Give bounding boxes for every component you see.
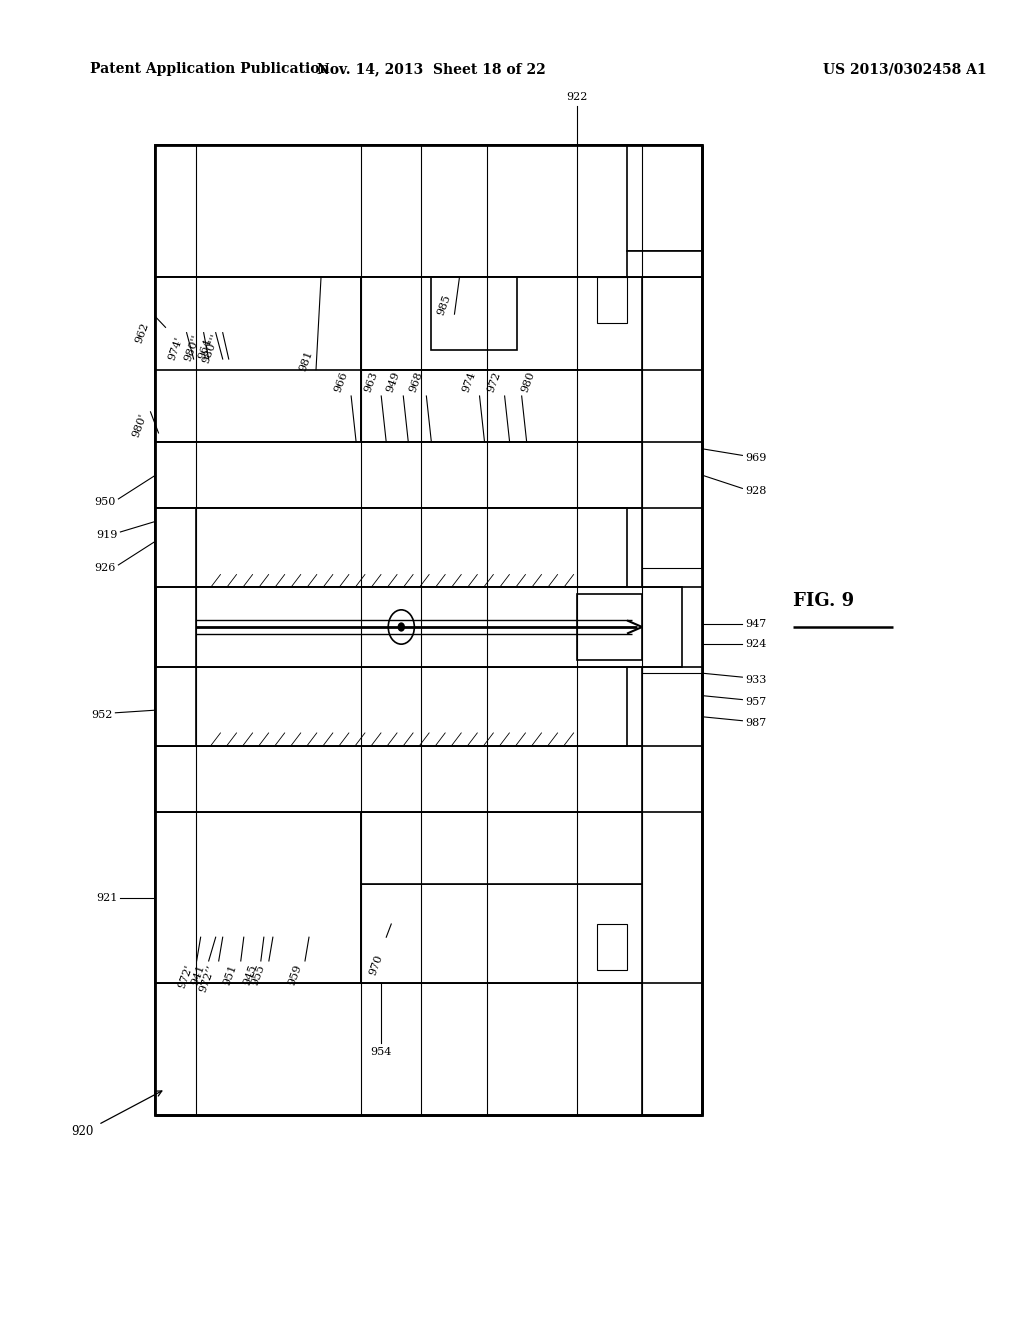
Text: 974: 974 xyxy=(461,370,477,393)
Text: 969: 969 xyxy=(745,453,767,463)
Text: 980''': 980''' xyxy=(201,333,221,364)
Text: 926: 926 xyxy=(94,562,116,573)
Text: 954: 954 xyxy=(371,1047,392,1057)
Text: 974': 974' xyxy=(167,335,184,362)
Bar xyxy=(156,145,702,277)
Bar xyxy=(431,277,517,350)
Bar xyxy=(361,812,642,884)
Bar xyxy=(642,277,702,1115)
Bar xyxy=(642,568,702,673)
Text: 968: 968 xyxy=(408,370,424,393)
Bar xyxy=(156,442,642,508)
Text: 955: 955 xyxy=(250,964,267,987)
Text: 947: 947 xyxy=(745,619,767,630)
Text: 928: 928 xyxy=(745,486,767,496)
Bar xyxy=(361,884,642,983)
Text: 951: 951 xyxy=(222,964,239,987)
Text: 966: 966 xyxy=(333,370,349,393)
Text: 920: 920 xyxy=(71,1125,93,1138)
Text: 941: 941 xyxy=(190,964,207,987)
Bar xyxy=(156,508,421,587)
Bar xyxy=(196,587,682,667)
Bar xyxy=(156,277,361,442)
Text: Patent Application Publication: Patent Application Publication xyxy=(90,62,330,77)
Text: 949: 949 xyxy=(385,370,401,393)
Bar xyxy=(156,983,702,1115)
Bar xyxy=(597,924,627,970)
Bar xyxy=(577,594,642,660)
Bar xyxy=(361,370,642,442)
Text: 962: 962 xyxy=(134,321,151,345)
Bar xyxy=(156,812,361,983)
Text: 980': 980' xyxy=(131,412,148,438)
Text: 921: 921 xyxy=(96,892,118,903)
Bar xyxy=(627,251,702,277)
Text: 952: 952 xyxy=(91,710,113,721)
Text: 972’’: 972’’ xyxy=(198,964,217,994)
Text: US 2013/0302458 A1: US 2013/0302458 A1 xyxy=(822,62,986,77)
Text: 980'': 980'' xyxy=(183,334,202,363)
Text: 970: 970 xyxy=(368,953,384,977)
Text: 957: 957 xyxy=(745,697,767,708)
Bar xyxy=(156,667,421,746)
Text: 924: 924 xyxy=(745,639,767,649)
Bar xyxy=(196,508,627,587)
Text: 964: 964 xyxy=(197,337,214,360)
Text: 972: 972 xyxy=(486,370,503,393)
Text: 945: 945 xyxy=(242,964,259,987)
Bar xyxy=(627,145,702,251)
Text: 985: 985 xyxy=(436,293,453,317)
Text: 972': 972' xyxy=(177,964,195,990)
Text: Nov. 14, 2013  Sheet 18 of 22: Nov. 14, 2013 Sheet 18 of 22 xyxy=(317,62,546,77)
Text: 933: 933 xyxy=(745,675,767,685)
Text: 963: 963 xyxy=(362,370,379,393)
Bar xyxy=(597,277,627,323)
Text: 987: 987 xyxy=(745,718,767,729)
Text: FIG. 9: FIG. 9 xyxy=(793,591,854,610)
Text: 922: 922 xyxy=(566,91,588,102)
Bar xyxy=(361,277,642,370)
Text: 919: 919 xyxy=(96,529,118,540)
Text: 981: 981 xyxy=(297,348,314,372)
Bar xyxy=(156,145,702,1115)
Bar xyxy=(156,746,642,812)
Text: 950: 950 xyxy=(94,496,116,507)
Bar xyxy=(196,667,627,746)
Text: 980: 980 xyxy=(519,370,537,393)
Text: 959: 959 xyxy=(287,964,303,987)
Circle shape xyxy=(398,623,404,631)
